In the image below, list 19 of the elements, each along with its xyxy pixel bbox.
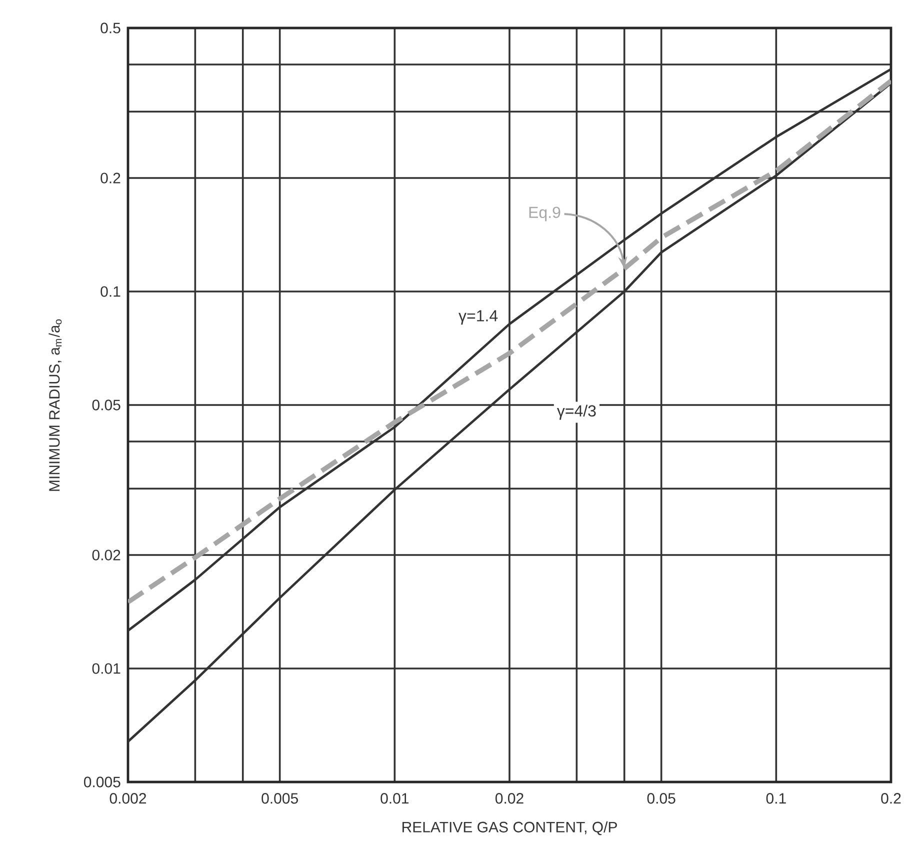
x-tick-label: 0.1 — [766, 793, 786, 804]
y-tick-label: 0.5 — [100, 22, 120, 34]
y-tick-label: 0.1 — [100, 286, 120, 297]
text: γ=4/3 — [556, 404, 596, 420]
text: Eq.9 — [529, 206, 560, 222]
x-tick-label: 0.2 — [881, 793, 901, 804]
y-tick-label: 0.2 — [100, 172, 120, 184]
y-tick-label: 0.005 — [84, 776, 120, 788]
x-tick-label: 0.005 — [262, 793, 298, 804]
x-tick-label: 0.05 — [647, 793, 676, 804]
series-label: γ=1.4 — [458, 310, 498, 325]
x-tick-label: 0.002 — [110, 793, 146, 804]
y-axis-title: MINIMUM RADIUS, a$_{m}$/a$_{o}$ — [48, 319, 62, 491]
x-tick-label: 0.01 — [380, 793, 409, 804]
y-tick-label: 0.05 — [92, 400, 120, 410]
y-tick-label: 0.02 — [92, 550, 120, 560]
x-axis-title: RELATIVE GAS CONTENT, Q/P — [402, 821, 617, 836]
y-tick-label: 0.01 — [92, 663, 120, 674]
x-tick-label: 0.02 — [495, 793, 524, 804]
